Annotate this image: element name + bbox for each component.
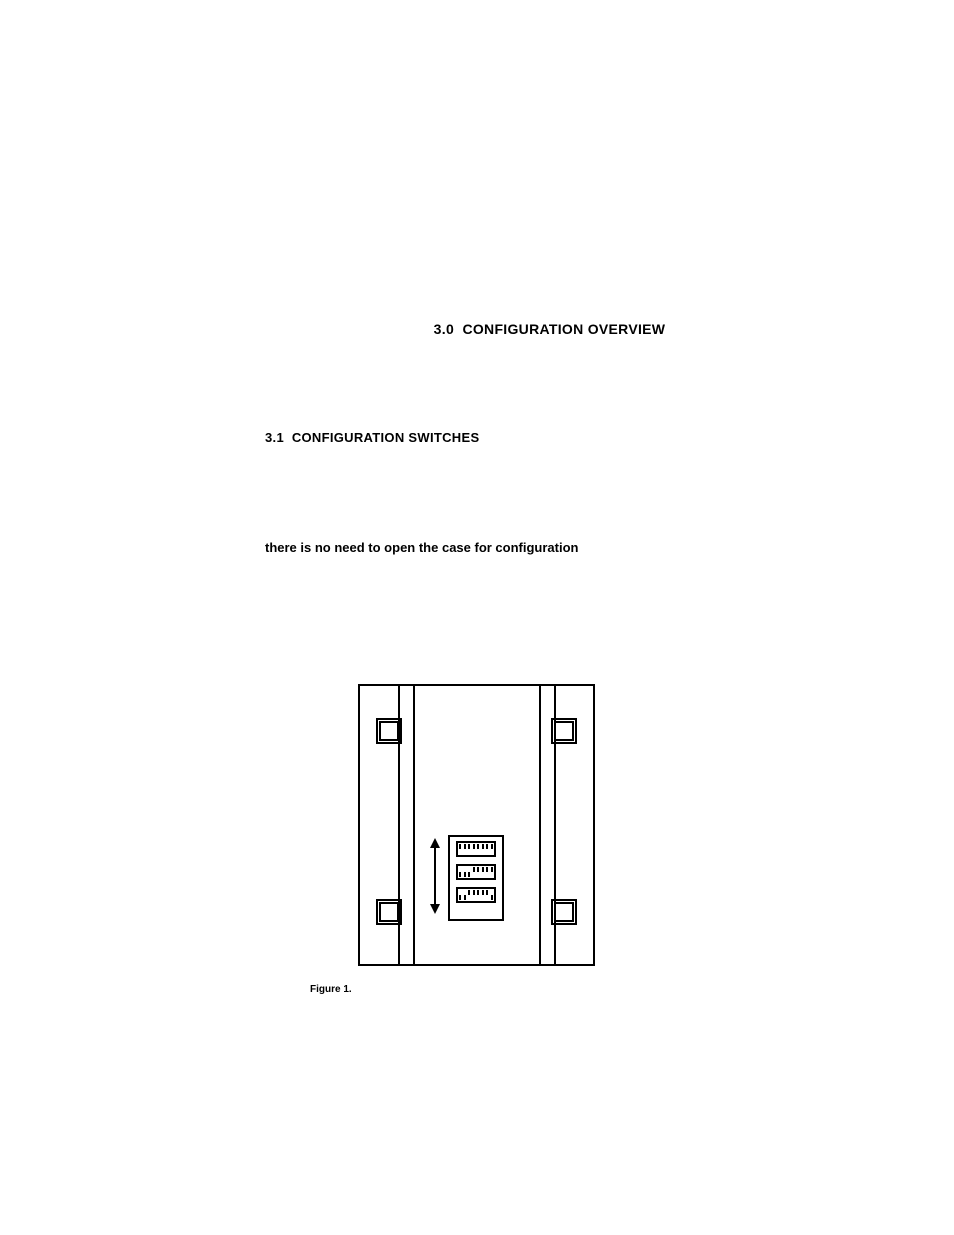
mounting-pad — [376, 718, 402, 744]
dip-switch-position — [477, 890, 479, 895]
dip-switch-position — [464, 844, 466, 849]
dip-switch-position — [464, 872, 466, 877]
chapter-title-text: CONFIGURATION OVERVIEW — [462, 321, 665, 337]
chapter-heading: 3.0 CONFIGURATION OVERVIEW — [265, 321, 834, 337]
mounting-pad — [551, 718, 577, 744]
section-number: 3.1 — [265, 430, 284, 445]
dip-switch-position — [468, 872, 470, 877]
document-page: 3.0 CONFIGURATION OVERVIEW 3.1 CONFIGURA… — [0, 0, 954, 1235]
dip-switch-bank — [456, 864, 496, 880]
dip-switch-position — [491, 867, 493, 872]
dip-switch-position — [491, 844, 493, 849]
dip-switch-position — [486, 844, 488, 849]
dip-switch-position — [459, 872, 461, 877]
dip-switch-position — [464, 895, 466, 900]
dip-switch-position — [473, 867, 475, 872]
diagram-divider — [539, 686, 541, 964]
dip-switch-position — [459, 895, 461, 900]
figure-caption: Figure 1. — [310, 984, 352, 995]
mounting-pad — [551, 899, 577, 925]
chapter-number: 3.0 — [434, 321, 454, 337]
mounting-pad-inner — [379, 902, 399, 922]
dip-switch-position — [482, 890, 484, 895]
dip-switch-position — [468, 844, 470, 849]
section-title-text: CONFIGURATION SWITCHES — [292, 430, 480, 445]
dip-switch-position — [486, 890, 488, 895]
dip-switch-position — [468, 890, 470, 895]
dip-switch-position — [477, 844, 479, 849]
arrow-head-up-icon — [430, 838, 440, 848]
dip-switch-bank — [456, 887, 496, 903]
device-diagram — [358, 684, 595, 966]
dip-switch-bank — [456, 841, 496, 857]
arrow-head-down-icon — [430, 904, 440, 914]
arrow-stem — [434, 845, 436, 907]
section-heading: 3.1 CONFIGURATION SWITCHES — [265, 430, 479, 445]
figure-1 — [358, 684, 595, 966]
emphasis-text: there is no need to open the case for co… — [265, 540, 578, 555]
mounting-pad-inner — [554, 902, 574, 922]
dip-switch-position — [459, 844, 461, 849]
mounting-pad-inner — [379, 721, 399, 741]
dip-switch-panel — [448, 835, 504, 921]
dip-switch-position — [482, 844, 484, 849]
mounting-pad — [376, 899, 402, 925]
mounting-pad-inner — [554, 721, 574, 741]
dip-switch-position — [473, 890, 475, 895]
dip-switch-position — [491, 895, 493, 900]
dip-switch-position — [482, 867, 484, 872]
dip-switch-position — [477, 867, 479, 872]
dip-switch-position — [473, 844, 475, 849]
dip-switch-position — [486, 867, 488, 872]
diagram-divider — [413, 686, 415, 964]
